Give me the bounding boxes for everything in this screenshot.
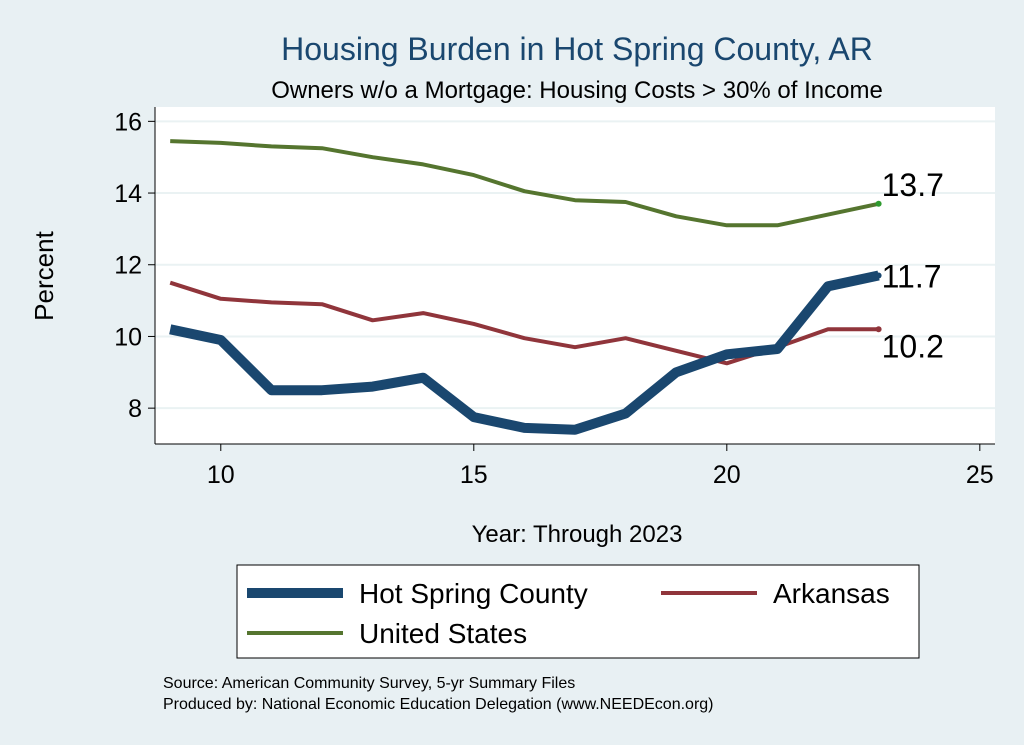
x-axis-label: Year: Through 2023 (472, 521, 683, 548)
chart-subtitle: Owners w/o a Mortgage: Housing Costs > 3… (271, 77, 883, 104)
legend-label-united-states: United States (359, 618, 527, 649)
end-marker-hot-spring-county (875, 272, 882, 279)
end-labels: 11.7 10.2 13.7 (875, 167, 944, 364)
end-marker-arkansas (875, 326, 882, 333)
y-tick-label-14: 14 (114, 180, 142, 208)
end-marker-united-states (875, 200, 882, 207)
y-tick-label-12: 12 (114, 252, 142, 280)
chart-title: Housing Burden in Hot Spring County, AR (281, 31, 873, 67)
end-label-united-states: 13.7 (882, 167, 944, 203)
y-tick-label-8: 8 (128, 395, 142, 423)
y-axis-label: Percent (29, 230, 59, 320)
x-tick-label-10: 10 (207, 461, 235, 489)
legend-box (236, 564, 920, 659)
x-tick-label-20: 20 (713, 461, 741, 489)
end-label-hot-spring-county: 11.7 (882, 259, 942, 295)
y-ticks: 8 10 12 14 16 (114, 108, 155, 423)
y-tick-label-16: 16 (114, 108, 142, 136)
x-tick-label-25: 25 (966, 461, 994, 489)
produced-note: Produced by: National Economic Education… (163, 696, 714, 713)
series-line-united-states (170, 139, 880, 228)
series-line-hot-spring-county (169, 270, 880, 435)
source-note: Source: American Community Survey, 5-yr … (163, 675, 575, 692)
grid-lines (155, 120, 995, 410)
legend-label-arkansas: Arkansas (773, 578, 890, 609)
series-lines (169, 139, 880, 435)
y-tick-label-10: 10 (114, 323, 142, 351)
end-label-arkansas: 10.2 (882, 328, 944, 364)
legend: Hot Spring County Arkansas United States (247, 578, 890, 649)
x-tick-label-15: 15 (460, 461, 488, 489)
x-ticks: 10 15 20 25 (207, 444, 994, 489)
legend-label-hot-spring-county: Hot Spring County (359, 578, 588, 609)
